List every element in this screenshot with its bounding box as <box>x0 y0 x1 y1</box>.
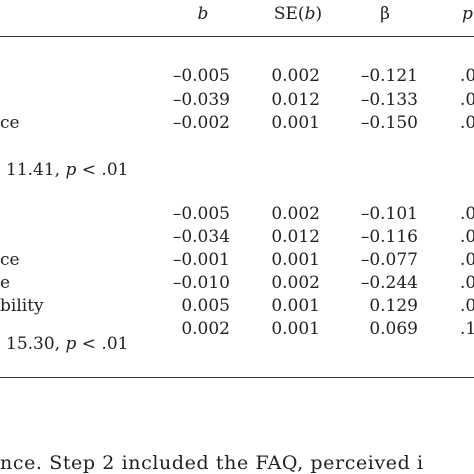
step2-row5-beta: 0.129 <box>369 296 418 316</box>
step1-row3-beta: –0.150 <box>360 113 418 133</box>
step2-row3-b: –0.001 <box>172 250 230 270</box>
header-se-suffix: ) <box>315 4 323 24</box>
step2-row5-b: 0.005 <box>181 296 230 316</box>
step2-row4-label: e <box>0 273 11 293</box>
step1-row3-se: 0.001 <box>271 113 320 133</box>
step1-row1-beta: –0.121 <box>360 66 418 86</box>
step2-row6-beta: 0.069 <box>369 319 418 339</box>
step2-row1-b: –0.005 <box>172 204 230 224</box>
step2-row5-se: 0.001 <box>271 296 320 316</box>
header-se: SE(b) <box>258 4 338 24</box>
step1-row2-b: –0.039 <box>172 90 230 110</box>
step1-fit-value: 11.41, <box>6 160 61 180</box>
step2-row3-label: ce <box>0 250 20 270</box>
step2-row6-se: 0.001 <box>271 319 320 339</box>
step2-row1-se: 0.002 <box>271 204 320 224</box>
step2-row4-b: –0.010 <box>172 273 230 293</box>
header-se-var: b <box>304 4 316 24</box>
step2-fit-rest: < .01 <box>81 334 129 354</box>
step2-row1-beta: –0.101 <box>360 204 418 224</box>
step1-row2-se: 0.012 <box>271 90 320 110</box>
step2-row1-p: .0 <box>460 204 474 224</box>
step2-fit-p: p <box>65 334 77 354</box>
step2-row5-label: bility <box>0 296 44 316</box>
step2-row4-p: .0 <box>460 273 474 293</box>
step1-row1-p: .0 <box>460 66 474 86</box>
step2-row6-b: 0.002 <box>181 319 230 339</box>
step1-model-fit: 11.41, p < .01 <box>6 160 128 180</box>
step1-row3-p: .0 <box>460 113 474 133</box>
step1-row3-label: ce <box>0 113 20 133</box>
header-beta: β <box>380 4 390 24</box>
step2-row6-p: .1 <box>460 319 474 339</box>
step2-row3-beta: –0.077 <box>360 250 418 270</box>
header-b: b <box>197 4 209 24</box>
step2-model-fit-text: 15.30, p < .01 <box>6 334 128 354</box>
step1-fit-rest: < .01 <box>81 160 129 180</box>
step2-row3-p: .0 <box>460 250 474 270</box>
step2-fit-value: 15.30, <box>6 334 61 354</box>
step2-row3-se: 0.001 <box>271 250 320 270</box>
step1-row1-se: 0.002 <box>271 66 320 86</box>
step2-row2-p: .0 <box>460 227 474 247</box>
header-p: p <box>462 4 473 24</box>
header-se-prefix: SE( <box>273 4 305 24</box>
step2-row4-beta: –0.244 <box>360 273 418 293</box>
table-footnote: nce. Step 2 included the FAQ, perceived … <box>0 452 424 474</box>
header-rule <box>0 36 474 37</box>
bottom-rule <box>0 377 474 378</box>
step1-row2-p: .0 <box>460 90 474 110</box>
step1-fit-p: p <box>65 160 77 180</box>
step2-row5-p: .0 <box>460 296 474 316</box>
step1-row3-b: –0.002 <box>172 113 230 133</box>
step2-row4-se: 0.002 <box>271 273 320 293</box>
step1-row2-beta: –0.133 <box>360 90 418 110</box>
step1-row1-b: –0.005 <box>172 66 230 86</box>
step2-row2-beta: –0.116 <box>360 227 418 247</box>
step2-row2-se: 0.012 <box>271 227 320 247</box>
step2-row2-b: –0.034 <box>172 227 230 247</box>
